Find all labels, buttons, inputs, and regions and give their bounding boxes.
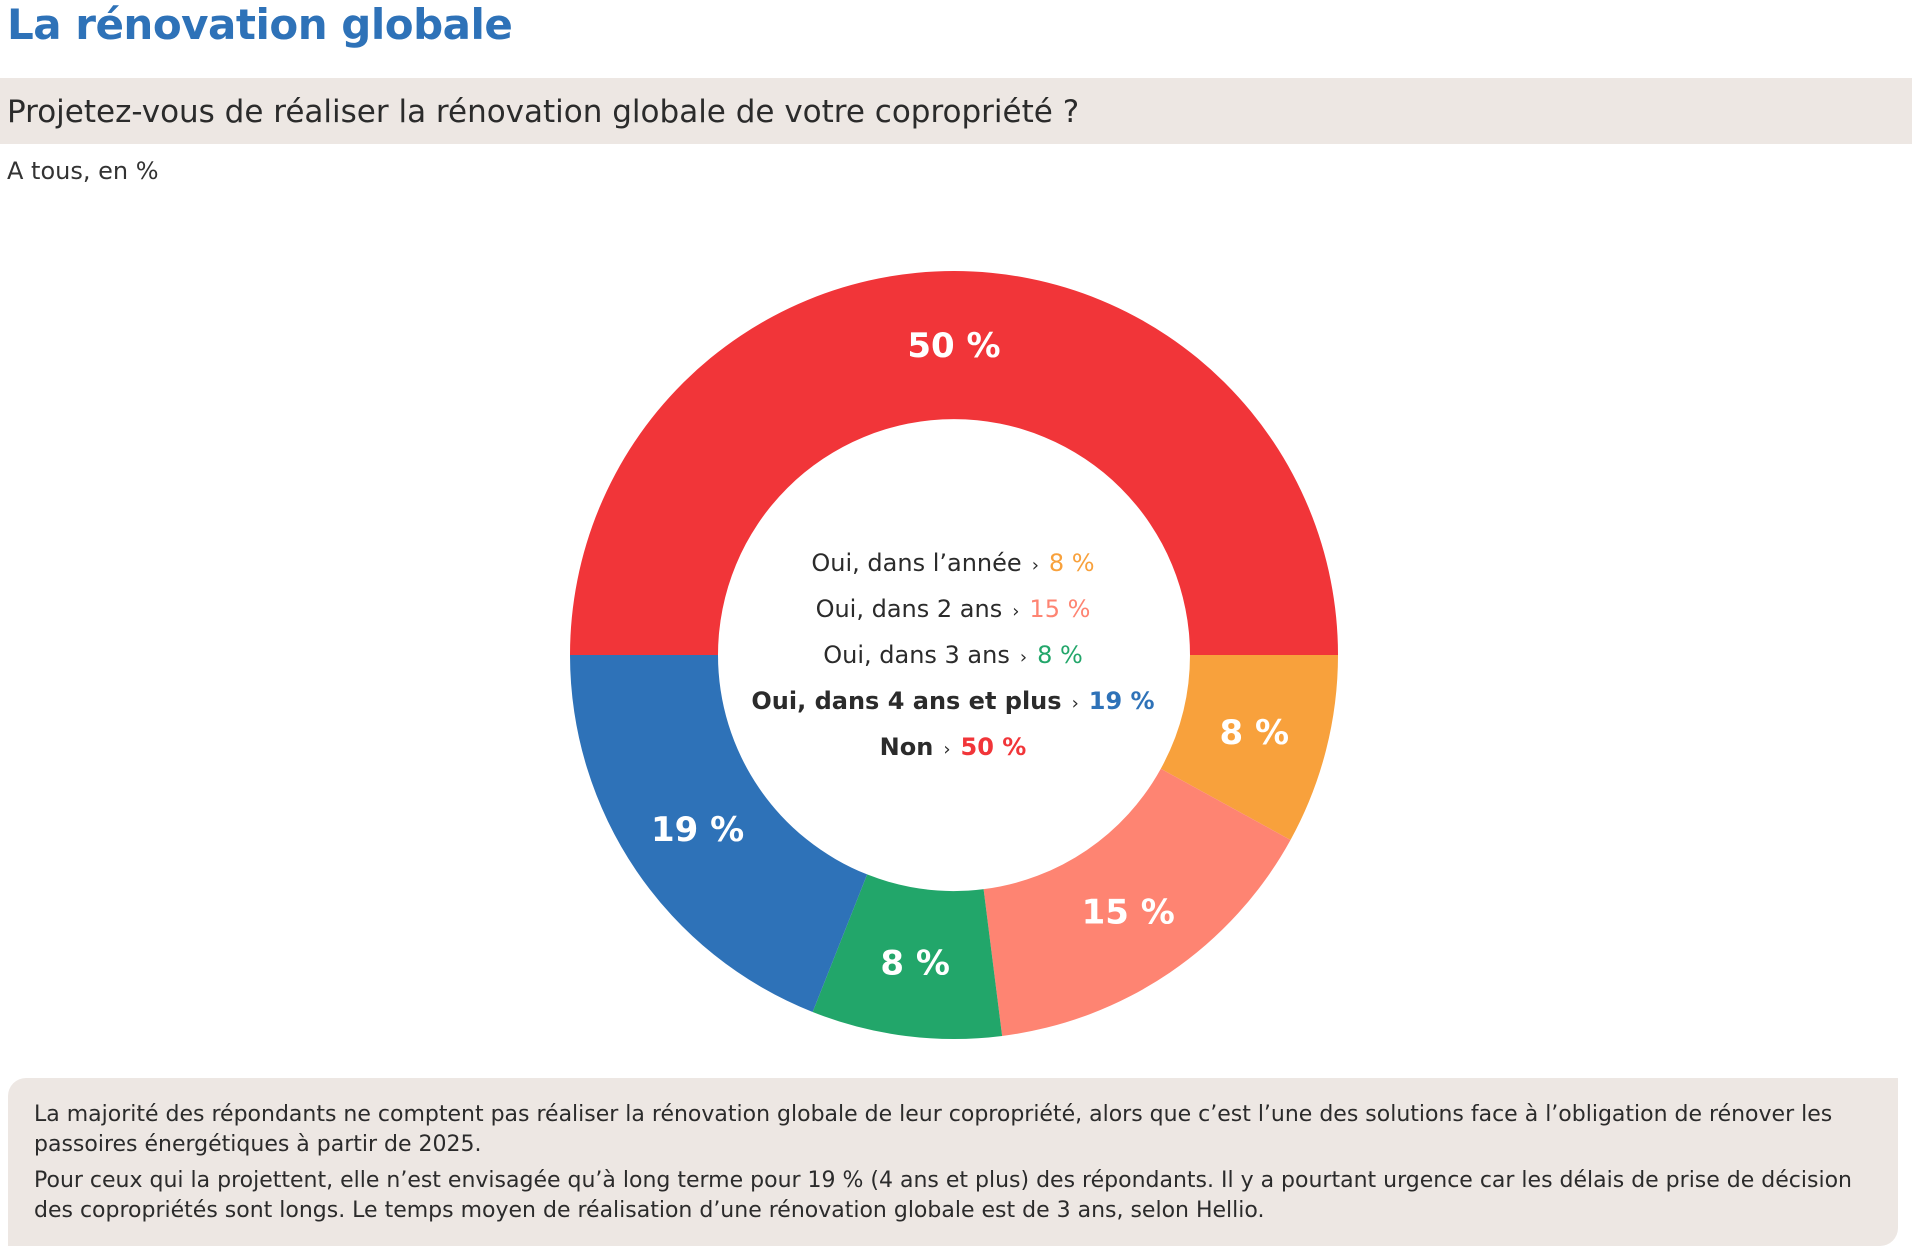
chart-subtitle: A tous, en % xyxy=(7,157,159,185)
legend-value: 8 % xyxy=(1048,549,1095,577)
legend-label: Oui, dans l’année xyxy=(811,549,1022,577)
slice-value-label-3: 19 % xyxy=(651,810,744,850)
slice-value-label-4: 50 % xyxy=(907,326,1000,366)
legend-row-4: Non › 50 % xyxy=(742,724,1164,770)
chart-legend: Oui, dans l’année › 8 % Oui, dans 2 ans › 15 … xyxy=(742,540,1164,770)
chevron-right-icon: › xyxy=(1071,693,1079,714)
legend-label: Oui, dans 3 ans xyxy=(823,641,1010,669)
donut-slice-4 xyxy=(570,271,1338,655)
donut-slice-1 xyxy=(983,768,1291,1036)
chevron-right-icon: › xyxy=(1012,601,1020,622)
legend-row-2: Oui, dans 3 ans › 8 % xyxy=(742,632,1164,678)
legend-row-0: Oui, dans l’année › 8 % xyxy=(742,540,1164,586)
question-band xyxy=(0,78,1912,144)
question-text: Projetez-vous de réaliser la rénovation … xyxy=(7,94,1080,130)
chevron-right-icon: › xyxy=(1031,555,1039,576)
donut-slice-3 xyxy=(570,655,868,1013)
chevron-right-icon: › xyxy=(1019,647,1028,668)
slice-value-label-1: 15 % xyxy=(1082,892,1175,932)
note-paragraph-1: La majorité des répondants ne comptent p… xyxy=(34,1102,1833,1157)
donut-slice-labels: 8 %15 %8 %19 %50 % xyxy=(651,326,1289,984)
page-title: La rénovation globale xyxy=(7,0,513,49)
legend-value: 19 % xyxy=(1088,687,1155,715)
legend-value: 15 % xyxy=(1029,595,1091,623)
donut-slice-0 xyxy=(1160,655,1338,840)
legend-row-3: Oui, dans 4 ans et plus › 19 % xyxy=(742,678,1164,724)
legend-row-1: Oui, dans 2 ans › 15 % xyxy=(742,586,1164,632)
note-box xyxy=(8,1078,1898,1246)
legend-label: Oui, dans 2 ans xyxy=(815,595,1003,623)
slice-value-label-0: 8 % xyxy=(1219,713,1289,753)
legend-label: Non xyxy=(879,733,934,761)
chevron-right-icon: › xyxy=(943,739,951,760)
legend-label: Oui, dans 4 ans et plus xyxy=(751,687,1062,715)
note-paragraph-2: Pour ceux qui la projettent, elle n’est … xyxy=(34,1168,1852,1223)
legend-value: 50 % xyxy=(960,733,1027,761)
slice-value-label-2: 8 % xyxy=(880,944,950,984)
donut-slice-2 xyxy=(812,874,1003,1039)
legend-value: 8 % xyxy=(1037,641,1083,669)
donut-slices xyxy=(570,271,1338,1039)
